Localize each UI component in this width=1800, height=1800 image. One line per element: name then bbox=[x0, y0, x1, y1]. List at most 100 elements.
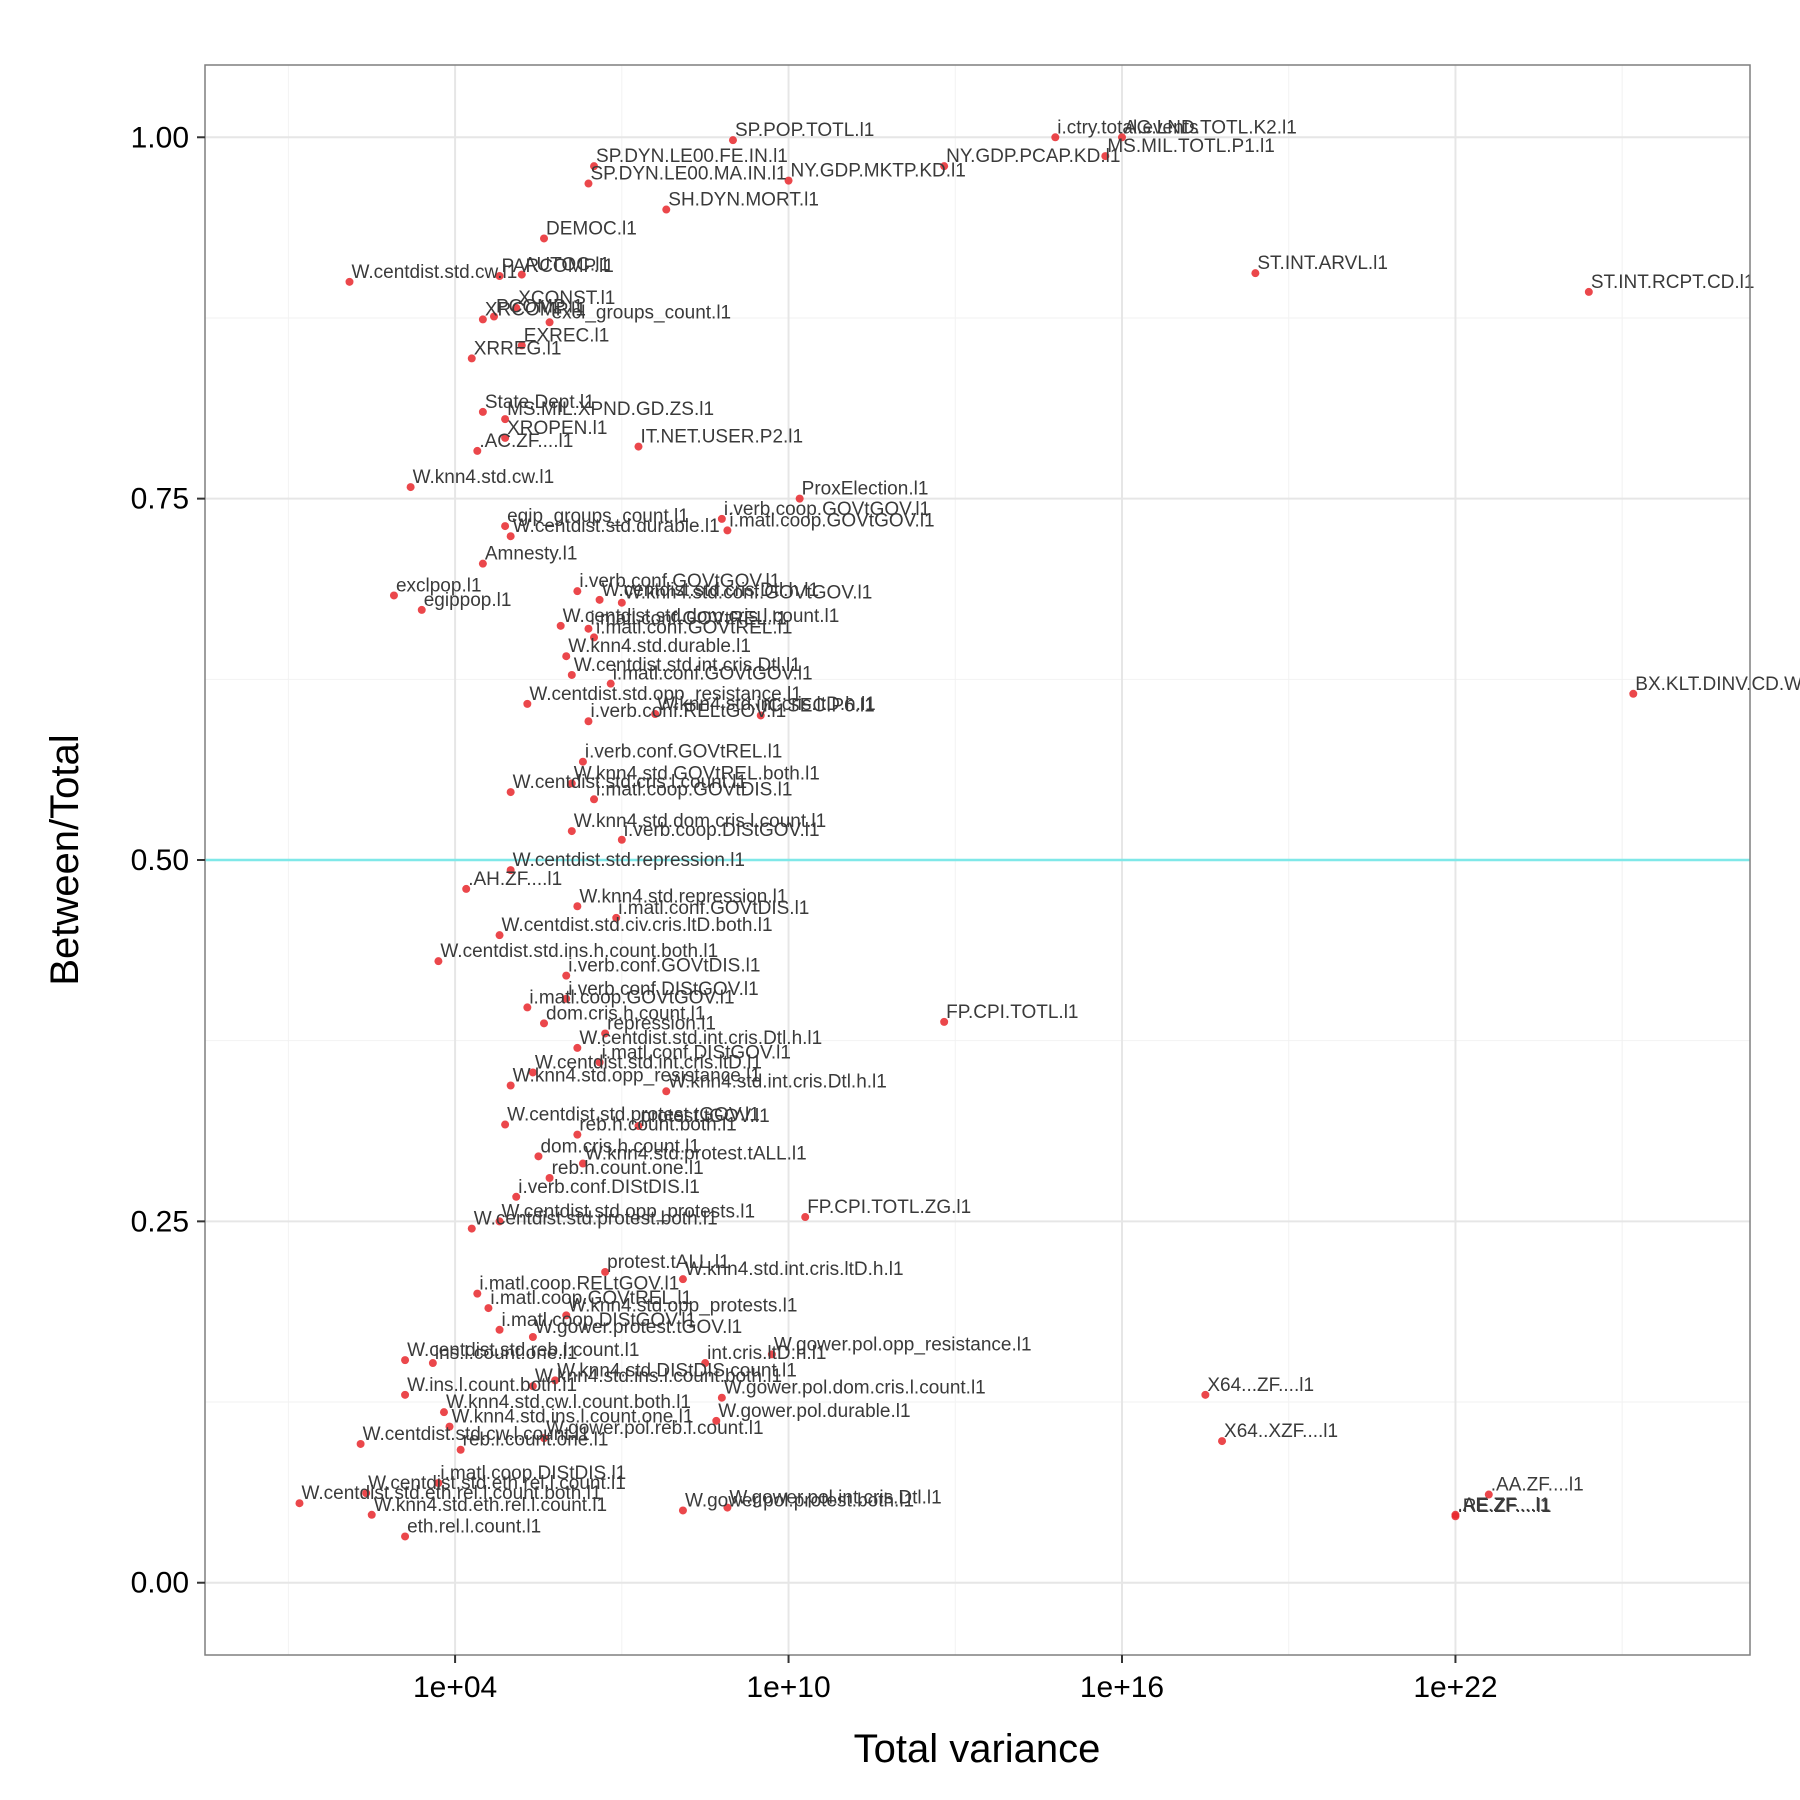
data-label: W.knn4.std.protest.tALL.l1 bbox=[585, 1144, 807, 1165]
data-label: i.verb.conf.RELtGOV.l1 bbox=[590, 701, 786, 722]
data-point bbox=[401, 1356, 410, 1365]
data-label: dom.cris.h.count.l1 bbox=[540, 1136, 699, 1157]
data-point bbox=[439, 1408, 448, 1417]
data-point bbox=[517, 270, 526, 279]
data-label: i.verb.conf.GOVtGOV.l1 bbox=[579, 571, 780, 592]
data-point bbox=[940, 1017, 949, 1026]
data-label: XRREG.l1 bbox=[474, 338, 562, 359]
data-point bbox=[501, 433, 510, 442]
data-label: W.knn4.std.opp_protests.l1 bbox=[568, 1295, 797, 1316]
data-point bbox=[428, 1359, 437, 1368]
data-label: W.knn4.std.int.cris.Dtl.h.l1 bbox=[668, 1071, 887, 1092]
data-point bbox=[562, 994, 571, 1003]
data-label: eth.rel.l.count.l1 bbox=[407, 1516, 541, 1537]
y-tick-label: 0.50 bbox=[131, 844, 189, 877]
data-point bbox=[756, 711, 765, 720]
data-point bbox=[567, 779, 576, 788]
data-point bbox=[590, 162, 599, 171]
data-point bbox=[551, 1376, 560, 1385]
data-label: ST.INT.ARVL.l1 bbox=[1257, 253, 1388, 274]
data-point bbox=[712, 1416, 721, 1425]
data-label: W.gower.pol.protest.both.l1 bbox=[685, 1490, 914, 1511]
data-point bbox=[617, 598, 626, 607]
data-point bbox=[512, 1192, 521, 1201]
data-point bbox=[723, 1503, 732, 1512]
data-label: W.knn4.std.cw.l.count.both.l1 bbox=[446, 1392, 691, 1413]
data-label: W.centdist.std.dom.cris.l.count.l1 bbox=[563, 606, 840, 627]
data-point bbox=[540, 1434, 549, 1443]
data-label: X64...ZF....l1 bbox=[1207, 1375, 1314, 1396]
data-label: i.verb.conf.DIStGOV.l1 bbox=[568, 979, 758, 1000]
data-points bbox=[295, 133, 1638, 1541]
data-point bbox=[356, 1439, 365, 1448]
data-point bbox=[606, 679, 615, 688]
data-label: W.centdist.std.int.cris.Dtl.l1 bbox=[574, 655, 801, 676]
data-point bbox=[584, 624, 593, 633]
y-axis: 0.00 0.25 0.50 0.75 1.00 bbox=[131, 121, 205, 1600]
data-label: W.centdist.std.ins.h.count.both.l1 bbox=[440, 941, 718, 962]
data-point bbox=[462, 884, 471, 893]
data-label: MS.MIL.XPND.GD.ZS.l1 bbox=[507, 399, 714, 420]
x-tick-label: 1e+10 bbox=[746, 1671, 830, 1704]
data-point bbox=[434, 1478, 443, 1487]
data-point bbox=[478, 315, 487, 324]
data-point bbox=[562, 652, 571, 661]
data-label: W.knn4.std.int.cris.ltD.h.l1 bbox=[685, 1259, 904, 1280]
data-label: W.centdist.std.civ.cris.ltD.both.l1 bbox=[502, 915, 773, 936]
data-point bbox=[517, 341, 526, 350]
data-point bbox=[523, 699, 532, 708]
x-tick-label: 1e+04 bbox=[413, 1671, 497, 1704]
data-point bbox=[540, 1019, 549, 1028]
data-point bbox=[528, 1333, 537, 1341]
data-label: protest.tGOV.l1 bbox=[640, 1106, 769, 1127]
data-label: i.verb.conf.GOVtDIS.l1 bbox=[568, 956, 760, 977]
y-tick-label: 0.25 bbox=[131, 1205, 189, 1238]
data-point bbox=[528, 1382, 537, 1391]
data-label: W.knn4.std.opp_resistance.l1 bbox=[513, 1065, 761, 1086]
data-point bbox=[512, 303, 521, 312]
data-point bbox=[495, 931, 504, 940]
data-label: DEMOC.l1 bbox=[546, 218, 637, 239]
data-point bbox=[651, 710, 660, 719]
data-label: i.matl.conf.DIStGOV.l1 bbox=[602, 1042, 791, 1063]
data-label: .AE.ZF....l1 bbox=[1457, 1495, 1550, 1516]
data-point bbox=[634, 1121, 643, 1130]
data-label: i.matl.coop.GOVtDIS.l1 bbox=[596, 779, 792, 800]
data-label: .AA.ZF....l1 bbox=[1491, 1475, 1584, 1496]
data-point bbox=[728, 136, 737, 145]
data-label: int.cris.ltD.h.l1 bbox=[707, 1343, 826, 1364]
data-label: IC.SEC.P6.l1 bbox=[763, 695, 875, 716]
data-label: State.Dept.l1 bbox=[485, 392, 595, 413]
data-label: FP.CPI.TOTL.ZG.l1 bbox=[807, 1197, 971, 1218]
data-point bbox=[362, 1489, 371, 1498]
data-label: W.knn4.std.repression.l1 bbox=[579, 886, 787, 907]
x-axis: 1e+04 1e+10 1e+16 1e+22 bbox=[413, 1655, 1498, 1704]
data-label: W.knn4.std.eth.rel.l.count.l1 bbox=[374, 1495, 607, 1516]
data-label: W.knn4.std.conf.GOVtGOV.l1 bbox=[624, 583, 873, 604]
data-point bbox=[940, 162, 949, 171]
data-label: i.verb.conf.DIStDIS.l1 bbox=[518, 1177, 700, 1198]
data-label: i.matl.coop.RELtGOV.l1 bbox=[479, 1274, 679, 1295]
data-point bbox=[573, 587, 582, 596]
data-label: W.centdist.std.int.cris.Dtl.h.l1 bbox=[579, 1028, 822, 1049]
y-tick-label: 0.00 bbox=[131, 1567, 189, 1600]
data-label: NY.GDP.PCAP.KD.l1 bbox=[946, 146, 1120, 167]
data-point bbox=[701, 1359, 710, 1368]
data-label: dom.cris.h.count.l1 bbox=[546, 1003, 705, 1024]
data-label: W.gower.pol.reb.l.count.l1 bbox=[546, 1418, 764, 1439]
data-label: excl_groups_count.l1 bbox=[552, 302, 732, 323]
data-point bbox=[573, 902, 582, 911]
x-tick-label: 1e+22 bbox=[1413, 1671, 1497, 1704]
data-label: reb.h.count.both.l1 bbox=[579, 1115, 736, 1136]
data-point bbox=[1484, 1490, 1493, 1499]
data-label: i.matl.conf.GOVtREL.l1 bbox=[596, 617, 792, 638]
data-label: BX.KLT.DINV.CD.WD.l1 bbox=[1635, 674, 1800, 695]
data-point bbox=[595, 595, 604, 604]
data-point bbox=[601, 1029, 610, 1038]
data-point bbox=[406, 483, 415, 492]
data-point bbox=[1251, 269, 1260, 278]
data-point bbox=[567, 827, 576, 836]
y-axis-title: Between/Total bbox=[43, 734, 87, 985]
data-label: SP.DYN.LE00.FE.IN.l1 bbox=[596, 146, 788, 167]
data-point bbox=[489, 312, 498, 321]
